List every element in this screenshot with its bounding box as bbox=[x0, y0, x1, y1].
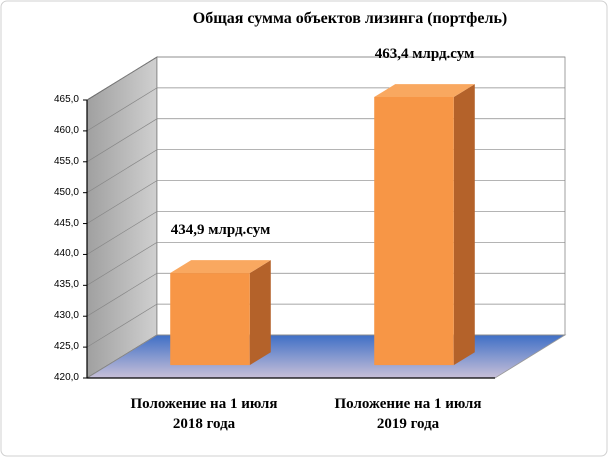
bar-front bbox=[170, 273, 250, 366]
y-tick-label: 440,0 bbox=[53, 248, 79, 260]
bar-top bbox=[374, 84, 475, 97]
bar bbox=[170, 260, 271, 366]
bar-top bbox=[170, 260, 271, 274]
value-label: 463,4 млрд.сум bbox=[374, 46, 475, 63]
y-tick-label: 430,0 bbox=[53, 310, 79, 322]
x-tick-label: Положение на 1 июля 2019 года bbox=[334, 396, 482, 432]
y-tick-label: 460,0 bbox=[53, 124, 79, 136]
bar-side bbox=[249, 260, 271, 366]
y-tick-label: 455,0 bbox=[53, 155, 79, 167]
grid-line bbox=[86, 56, 565, 101]
y-tick-label: 450,0 bbox=[53, 186, 79, 198]
floor bbox=[85, 334, 567, 379]
y-tick-label: 445,0 bbox=[53, 217, 79, 229]
value-label: 434,9 млрд.сум bbox=[170, 222, 271, 239]
bar-side bbox=[453, 84, 475, 366]
y-tick-label: 465,0 bbox=[53, 94, 79, 105]
x-tick-label: Положение на 1 июля 2018 года bbox=[130, 396, 278, 432]
chart-title: Общая сумма объектов лизинга (портфель) bbox=[192, 10, 508, 27]
y-tick-label: 435,0 bbox=[53, 279, 79, 291]
y-tick-label: 425,0 bbox=[53, 341, 79, 353]
y-tick-label: 420,0 bbox=[53, 372, 79, 383]
bar bbox=[374, 84, 475, 366]
bar-front bbox=[374, 96, 454, 366]
